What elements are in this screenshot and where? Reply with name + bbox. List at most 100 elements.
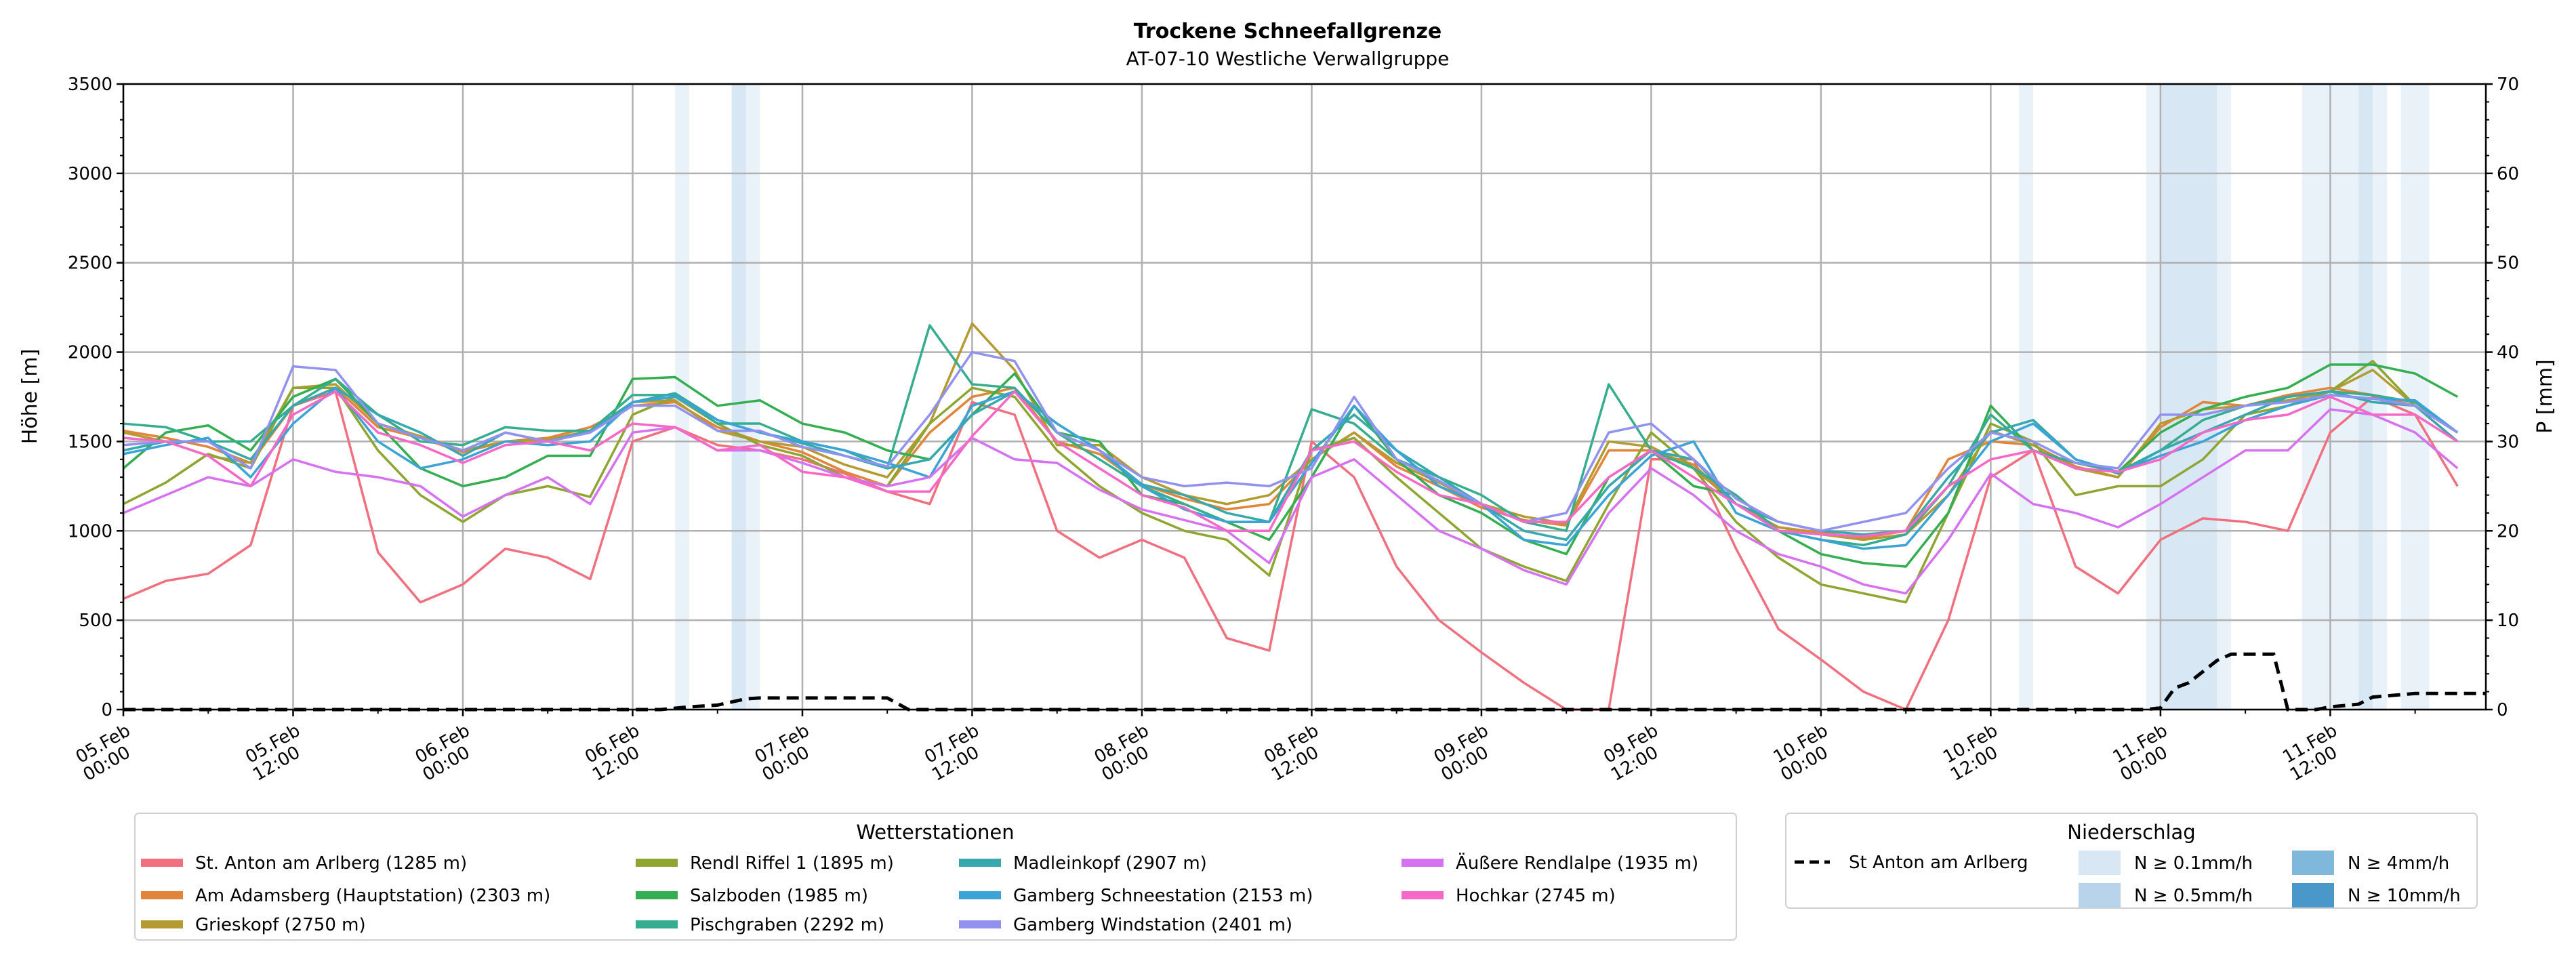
legend-intensity-label: N ≥ 4mm/h (2348, 853, 2449, 874)
y-right-tick-label: 30 (2497, 432, 2519, 452)
legend-swatch (636, 891, 678, 899)
legend-swatch (636, 859, 678, 867)
legend-intensity-item: N ≥ 4mm/h (2292, 851, 2449, 875)
y-right-tick-label: 20 (2497, 521, 2519, 541)
legend-swatch (959, 859, 1001, 867)
legend-swatch (1402, 891, 1444, 899)
y-tick-label: 3000 (68, 164, 113, 184)
legend-swatch (959, 920, 1001, 928)
legend-intensity-swatch (2292, 883, 2334, 907)
legend-label: Gamberg Windstation (2401 m) (1013, 915, 1292, 935)
legend-label: Gamberg Schneestation (2153 m) (1013, 886, 1313, 906)
legend-item: St. Anton am Arlberg (1285 m) (141, 853, 467, 874)
legend-label: Äußere Rendlalpe (1935 m) (1456, 852, 1698, 874)
precip-band (2146, 84, 2161, 710)
y-right-tick-label: 50 (2497, 253, 2519, 274)
legend-precipitation: Niederschlag St Anton am Arlberg N ≥ 0.1… (1785, 813, 2478, 909)
precip-band (2160, 84, 2217, 710)
legend-intensity-swatch (2292, 851, 2334, 875)
legend-swatch (141, 859, 183, 867)
legend-stations-title: Wetterstationen (856, 821, 1014, 844)
y-axis-right-label: P [mm] (2533, 359, 2557, 433)
legend-swatch (141, 891, 183, 899)
y-right-tick-label: 40 (2497, 343, 2519, 363)
series-line-3 (123, 360, 2459, 604)
grid-lines (122, 83, 2486, 711)
legend-label: Hochkar (2745 m) (1456, 886, 1616, 906)
legend-stations: Wetterstationen St. Anton am Arlberg (12… (134, 813, 1737, 941)
y-tick-label: 3500 (68, 75, 113, 95)
legend-label: Grieskopf (2750 m) (195, 915, 366, 935)
series-line-8 (123, 350, 2459, 533)
legend-item: Salzboden (1985 m) (636, 886, 868, 906)
y-tick-label: 500 (79, 611, 113, 631)
legend-label: Madleinkopf (2907 m) (1013, 853, 1207, 874)
precip-band (745, 84, 760, 710)
series-line-10 (123, 390, 2459, 537)
legend-label: Am Adamsberg (Hauptstation) (2303 m) (195, 886, 550, 906)
legend-intensity-swatch (2079, 883, 2121, 907)
series-line-9 (123, 408, 2459, 595)
legend-intensity-item: N ≥ 0.5mm/h (2079, 883, 2253, 907)
legend-label: St. Anton am Arlberg (1285 m) (195, 853, 467, 874)
y-tick-label: 2000 (68, 343, 113, 363)
legend-item: Gamberg Schneestation (2153 m) (959, 886, 1313, 906)
legend-precip-title: Niederschlag (2067, 821, 2195, 844)
chart-subtitle: AT-07-10 Westliche Verwallgruppe (1126, 47, 1450, 70)
precipitation-bands (675, 84, 2430, 710)
series-line-5 (123, 324, 2459, 547)
legend-intensity-label: N ≥ 0.1mm/h (2134, 853, 2253, 874)
precip-band (731, 84, 746, 710)
precip-dashed-line (123, 652, 2486, 712)
y-axis-label: Höhe [m] (18, 349, 42, 445)
legend-label: Pischgraben (2292 m) (690, 915, 884, 935)
y-right-tick-label: 70 (2497, 75, 2519, 95)
legend-intensity-swatch (2079, 851, 2121, 875)
y-tick-label: 2500 (68, 253, 113, 274)
legend-item: Madleinkopf (2907 m) (959, 853, 1207, 874)
chart-title: Trockene Schneefallgrenze (1134, 20, 1442, 43)
legend-swatch (1402, 859, 1444, 867)
legend-item: Pischgraben (2292 m) (636, 915, 884, 935)
legend-precip-label: St Anton am Arlberg (1849, 853, 2028, 873)
y-right-tick-label: 60 (2497, 164, 2519, 184)
y-tick-label: 1000 (68, 521, 113, 541)
legend-label: Rendl Riffel 1 (1895 m) (690, 853, 894, 874)
legend-item: Grieskopf (2750 m) (141, 915, 366, 935)
precip-band (2217, 84, 2232, 710)
legend-item: Äußere Rendlalpe (1935 m) (1402, 852, 1698, 874)
y-right-tick-label: 0 (2497, 700, 2508, 720)
plot-frame (122, 83, 2487, 711)
legend-intensity-item: N ≥ 0.1mm/h (2079, 851, 2253, 875)
precipitation-line (123, 652, 2486, 712)
legend-swatch (141, 920, 183, 928)
legend-swatch (959, 891, 1001, 899)
series-line-0 (123, 390, 2459, 711)
legend-intensity-label: N ≥ 0.5mm/h (2134, 886, 2253, 906)
y-tick-label: 0 (101, 700, 113, 720)
legend-swatch (636, 920, 678, 928)
legend-intensity-item: N ≥ 10mm/h (2292, 883, 2461, 907)
precip-band (2358, 84, 2373, 710)
precip-band (2019, 84, 2034, 710)
y-tick-label: 1500 (68, 432, 113, 452)
legend-intensity-label: N ≥ 10mm/h (2348, 886, 2461, 906)
legend-item: Am Adamsberg (Hauptstation) (2303 m) (141, 886, 550, 906)
series-lines (122, 322, 2459, 711)
legend-item: Gamberg Windstation (2401 m) (959, 915, 1292, 935)
legend-item: Hochkar (2745 m) (1402, 886, 1616, 906)
